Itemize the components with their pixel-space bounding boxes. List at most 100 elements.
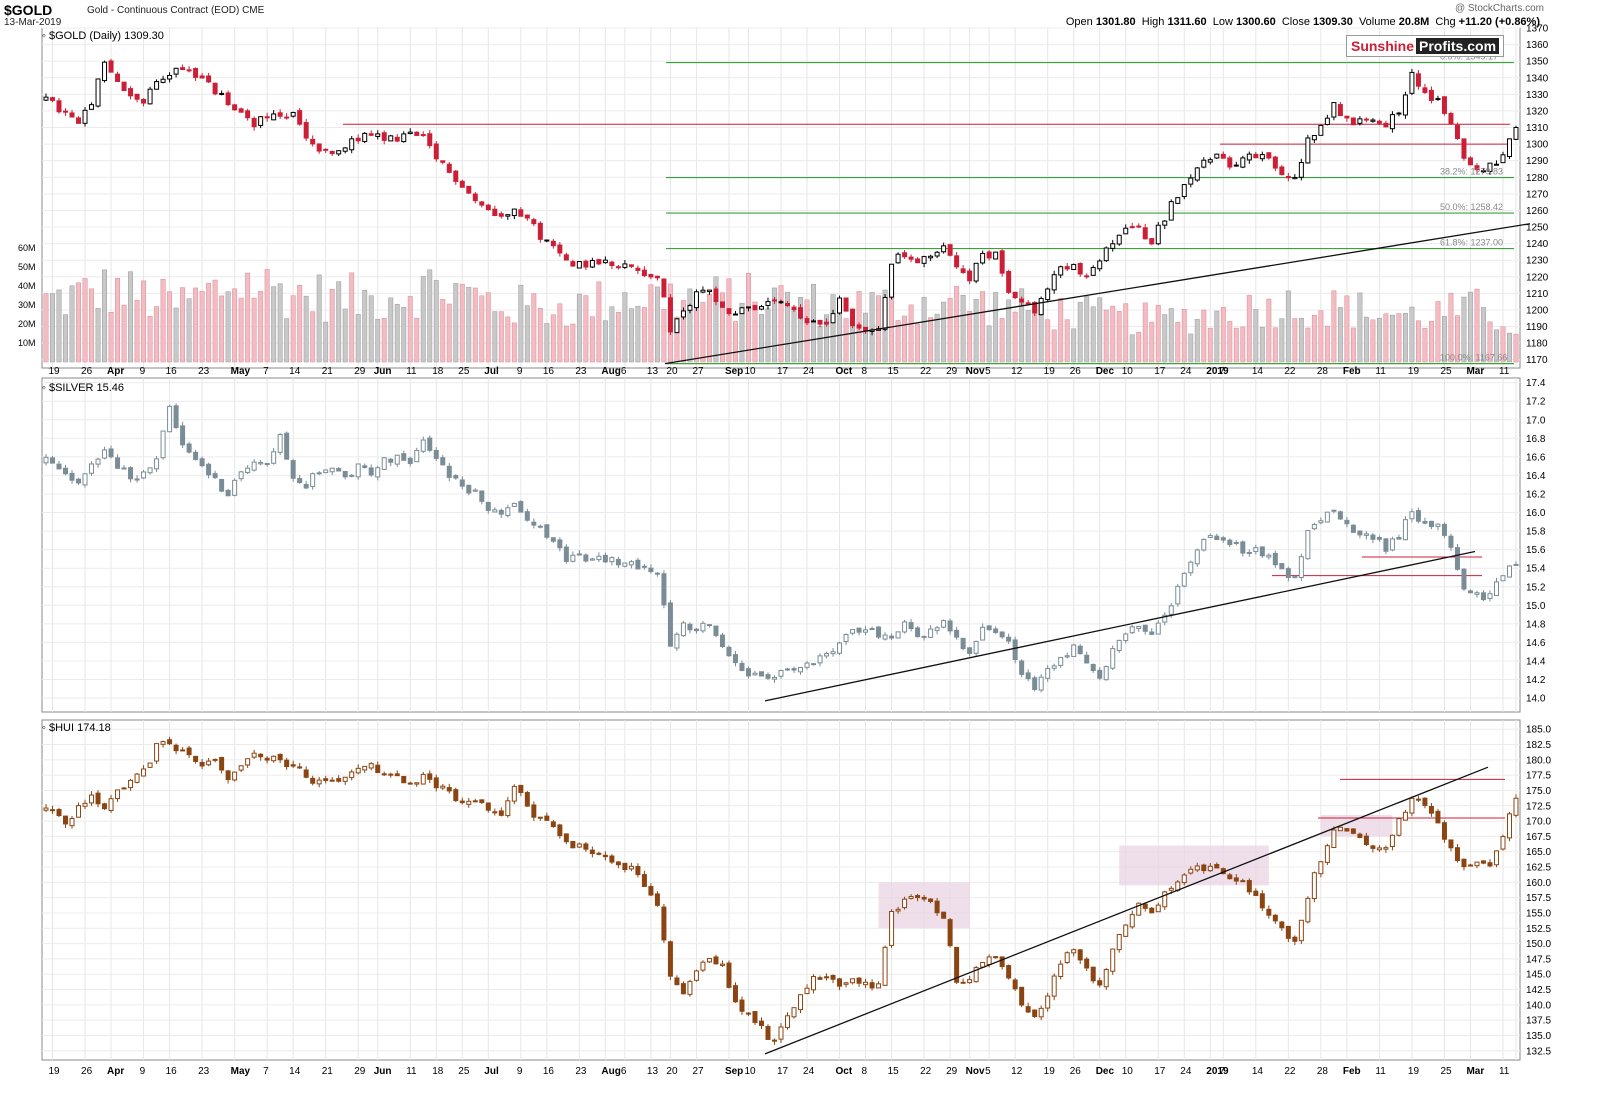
volume-bar: [628, 308, 634, 363]
candle-body: [258, 753, 264, 758]
volume-bar: [388, 297, 394, 363]
candle-body: [778, 670, 784, 677]
chart-date: 13-Mar-2019: [4, 17, 62, 28]
candle-body: [1428, 520, 1434, 528]
candle-body: [108, 448, 114, 458]
y-tick-label: 145.0: [1526, 970, 1551, 981]
x-axis-label: Mar: [1466, 1066, 1484, 1077]
candle-body: [576, 553, 582, 556]
candle-body: [1422, 87, 1428, 93]
candle-body: [967, 647, 973, 654]
candle-body: [687, 980, 693, 995]
candle-body: [466, 185, 472, 194]
candle-body: [1298, 162, 1304, 178]
x-axis-label: 6: [621, 366, 627, 377]
volume-bar: [1194, 319, 1200, 363]
candle-body: [798, 307, 804, 319]
candle-body: [1162, 220, 1168, 226]
candle-body: [518, 784, 524, 794]
volume-bar: [498, 311, 504, 363]
candle-body: [719, 963, 725, 966]
candle-body: [407, 782, 413, 785]
candle-body: [745, 306, 751, 309]
candle-body: [206, 463, 212, 476]
chart-description: Gold - Continuous Contract (EOD) CME: [87, 5, 264, 16]
candle-body: [232, 771, 238, 781]
y-tick-label: 1280: [1526, 173, 1549, 184]
volume-bar: [1285, 290, 1291, 363]
candle-body: [297, 110, 303, 125]
candle-body: [199, 458, 205, 467]
candle-body: [622, 862, 628, 871]
candle-body: [414, 449, 420, 463]
candle-body: [1227, 157, 1233, 168]
candle-body: [1090, 966, 1096, 982]
x-axis-label: 19: [1408, 366, 1420, 377]
x-axis-label: Mar: [1466, 366, 1484, 377]
candle-body: [778, 301, 784, 304]
volume-bar: [102, 269, 107, 363]
x-axis-label: 11: [406, 1066, 417, 1077]
candle-body: [245, 467, 251, 474]
volume-bar: [1298, 317, 1304, 363]
candle-body: [570, 554, 576, 562]
x-axis-label: 22: [920, 1066, 932, 1077]
volume-bar: [336, 281, 342, 363]
candle-body: [667, 297, 673, 333]
candle-body: [726, 308, 732, 315]
candle-body: [1513, 563, 1519, 566]
candle-body: [401, 453, 407, 461]
volume-bar: [1370, 319, 1376, 363]
volume-bar: [733, 321, 738, 363]
volume-bar: [1481, 307, 1486, 363]
candle-body: [1493, 850, 1499, 866]
volume-bar: [804, 299, 810, 363]
candle-body: [1194, 167, 1200, 181]
volume-bar: [1259, 326, 1265, 363]
candle-body: [824, 321, 830, 325]
candle-body: [1136, 225, 1142, 228]
candle-body: [69, 817, 75, 827]
candle-body: [1461, 138, 1467, 159]
candle-body: [316, 779, 322, 785]
candle-body: [719, 634, 725, 647]
volume-bar: [89, 288, 94, 363]
candle-body: [544, 524, 550, 538]
volume-bar: [63, 314, 68, 363]
candle-body: [1318, 124, 1324, 136]
candle-body: [264, 463, 270, 466]
volume-bar: [1051, 329, 1057, 363]
candle-body: [954, 629, 960, 638]
candle-body: [89, 104, 95, 110]
candle-body: [960, 637, 966, 650]
candle-body: [850, 629, 856, 634]
volume-bar: [245, 272, 251, 363]
candle-body: [999, 956, 1005, 968]
candle-body: [108, 60, 114, 73]
volume-bar: [576, 293, 582, 363]
candle-body: [63, 815, 69, 825]
candle-body: [381, 773, 387, 776]
y-tick-label: 15.0: [1526, 601, 1546, 612]
candle-body: [1240, 880, 1246, 883]
candle-body: [1422, 797, 1428, 806]
candle-body: [837, 642, 843, 654]
candle-body: [1084, 654, 1090, 664]
candle-body: [1474, 592, 1480, 595]
candle-body: [355, 137, 361, 142]
x-axis-label: 24: [1180, 366, 1192, 377]
candle-body: [381, 132, 387, 141]
candle-body: [76, 117, 82, 124]
x-axis-label: 9: [517, 1066, 523, 1077]
candle-body: [1389, 834, 1395, 847]
candle-body: [895, 631, 901, 639]
volume-bar: [329, 289, 335, 363]
candle-body: [1487, 162, 1493, 172]
volume-bar: [791, 310, 797, 363]
candle-body: [43, 456, 49, 464]
candle-body: [602, 554, 608, 563]
open-value: 1301.80: [1095, 16, 1136, 28]
volume-bar: [121, 304, 127, 363]
volume-bar: [43, 293, 49, 363]
volume-bar: [401, 307, 407, 363]
